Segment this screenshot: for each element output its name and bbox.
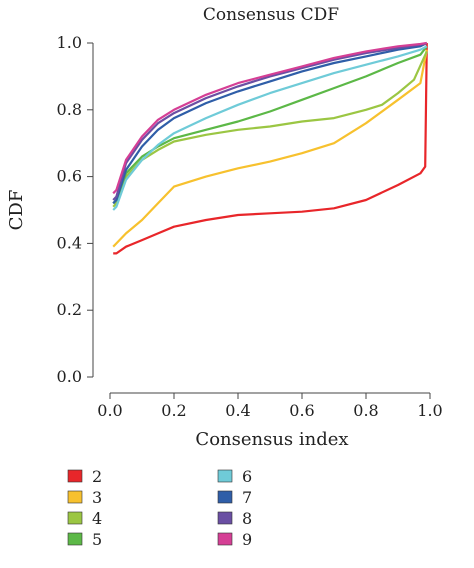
legend-swatch-4 [67,511,83,525]
x-tick-label: 0.6 [289,401,314,420]
x-axis-label: Consensus index [195,429,348,450]
series-line-3 [112,49,428,248]
series-line-8 [112,41,428,201]
y-tick-label: 0.0 [57,367,82,386]
legend-label-9: 9 [242,530,252,549]
legend-label-6: 6 [242,467,252,486]
legend-swatch-3 [67,490,83,504]
legend-swatch-2 [67,469,83,483]
y-axis-label: CDF [6,190,27,231]
y-tick-label: 0.2 [57,300,82,319]
legend-label-7: 7 [242,488,252,507]
legend-swatch-9 [217,532,233,546]
legend-swatch-7 [217,490,233,504]
x-tick-label: 0.2 [161,401,186,420]
x-tick-label: 0.4 [225,401,250,420]
x-tick-label: 1.0 [417,401,442,420]
legend: 2 3 4 5 6 7 8 9 [67,467,252,549]
x-tick-label: 0.0 [97,401,122,420]
legend-label-3: 3 [92,488,102,507]
legend-swatch-6 [217,469,233,483]
series-line-5 [112,45,428,205]
x-tick-label: 0.8 [353,401,378,420]
y-axis-ticks: 0.0 0.2 0.4 0.6 0.8 1.0 [57,33,93,386]
plot-area [92,41,430,394]
y-tick-label: 0.8 [57,100,82,119]
series-line-6 [112,45,428,211]
y-tick-label: 0.6 [57,167,82,186]
series-line-2 [113,42,428,255]
x-axis-ticks: 0.0 0.2 0.4 0.6 0.8 1.0 [97,393,443,420]
legend-label-8: 8 [242,509,252,528]
chart-title: Consensus CDF [203,5,339,25]
series-line-9 [112,41,427,195]
legend-label-5: 5 [92,530,102,549]
legend-swatch-8 [217,511,233,525]
legend-swatch-5 [67,532,83,546]
y-tick-label: 0.4 [57,233,82,252]
series-line-7 [112,42,428,205]
legend-label-4: 4 [92,509,102,528]
y-tick-label: 1.0 [57,33,82,52]
legend-label-2: 2 [92,467,102,486]
series-layer [112,41,428,255]
